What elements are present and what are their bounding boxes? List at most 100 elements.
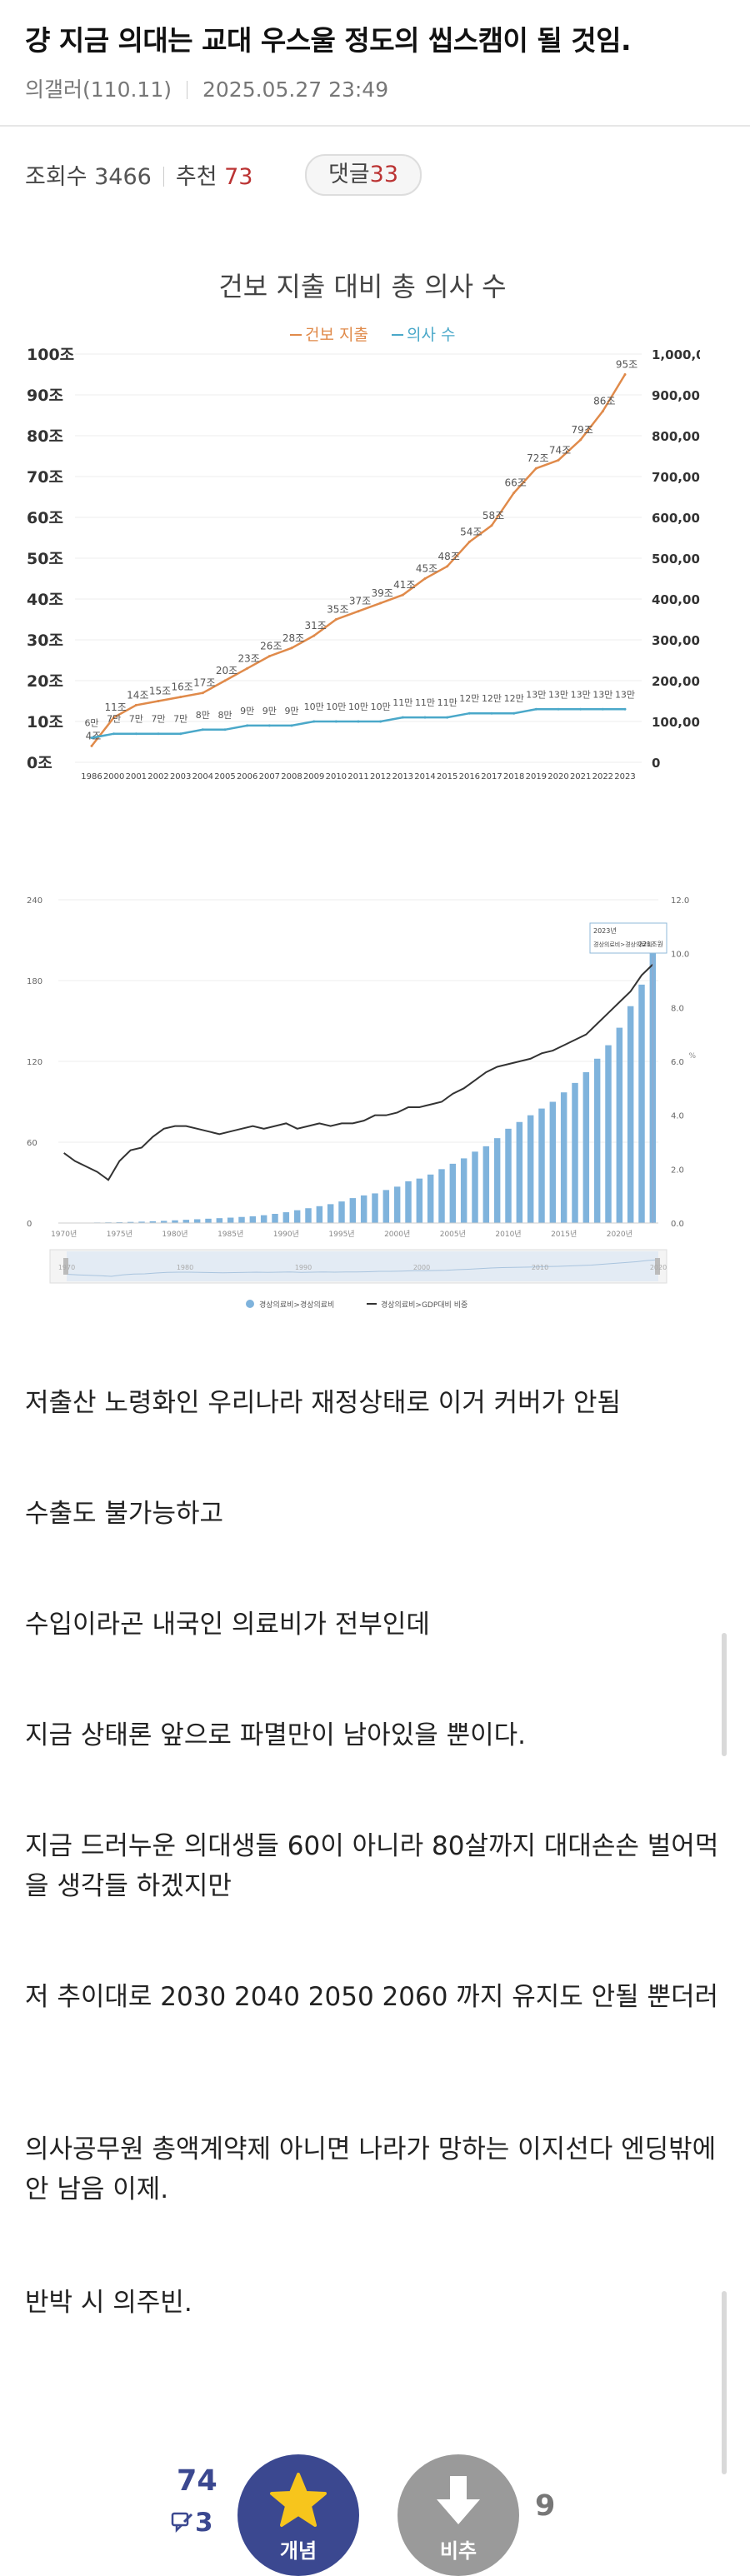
data-label-doctors: 9만 xyxy=(262,706,277,716)
y2-tick-label: 4.0 xyxy=(671,1112,684,1121)
expense-bar xyxy=(249,1216,257,1223)
author-name[interactable]: 의갤러(110.11) xyxy=(25,77,172,102)
navigator-tick-label: 2010 xyxy=(532,1264,548,1271)
data-point-doctors xyxy=(512,711,516,715)
post-datetime: 2025.05.27 23:49 xyxy=(202,77,389,102)
y-tick-label: 70조 xyxy=(27,468,63,487)
scrollbar-thumb[interactable] xyxy=(722,2291,727,2474)
expense-bar xyxy=(516,1121,523,1223)
header-divider xyxy=(0,125,750,127)
data-point-spend xyxy=(223,679,227,682)
navigator-handle-right xyxy=(655,1258,660,1275)
data-label-doctors: 11만 xyxy=(392,697,412,708)
expense-bar xyxy=(205,1218,212,1223)
data-label-doctors: 7만 xyxy=(107,714,121,725)
expense-bar xyxy=(393,1186,401,1223)
y2-tick-label: 700,000 xyxy=(652,470,700,485)
expense-bar xyxy=(460,1158,468,1223)
downvote-button[interactable]: 비추 xyxy=(398,2454,519,2576)
y2-unit-label: % xyxy=(688,1052,696,1061)
data-label-doctors: 7만 xyxy=(129,714,143,725)
series-line-doctors xyxy=(91,708,625,739)
data-label-spend: 72조 xyxy=(527,452,548,464)
data-point-spend xyxy=(379,602,382,605)
y2-tick-label: 600,000 xyxy=(652,511,700,526)
navigator-tick-label: 1970 xyxy=(58,1264,75,1271)
data-label-spend: 37조 xyxy=(349,596,371,607)
expense-bar xyxy=(372,1193,378,1223)
data-point-spend xyxy=(490,524,493,527)
data-label-doctors: 7만 xyxy=(151,714,165,725)
data-label-doctors: 13만 xyxy=(526,689,546,700)
scrollbar-thumb[interactable] xyxy=(722,1633,727,1756)
x-tick-label: 2016 xyxy=(459,772,480,779)
navigator-series xyxy=(66,1259,659,1277)
data-point-spend xyxy=(601,410,604,413)
data-label-doctors: 10만 xyxy=(304,701,324,712)
comments-label: 댓글 xyxy=(328,162,370,187)
data-point-spend xyxy=(512,492,516,495)
expense-bar xyxy=(493,1138,501,1223)
y2-tick-label: 6.0 xyxy=(671,1058,684,1067)
data-label-spend: 58조 xyxy=(482,510,504,522)
y2-tick-label: 8.0 xyxy=(671,1004,684,1013)
body-paragraph: 지금 상태론 앞으로 파멸만이 남아있을 뿐이다. xyxy=(25,1720,527,1750)
data-point-doctors xyxy=(490,711,493,715)
data-label-spend: 17조 xyxy=(193,677,215,689)
y-tick-label: 0 xyxy=(27,1220,32,1229)
data-label-doctors: 10만 xyxy=(348,701,368,712)
expense-bar xyxy=(172,1220,178,1223)
data-point-spend xyxy=(157,700,160,702)
data-point-doctors xyxy=(312,720,316,723)
downvote-count: 9 xyxy=(535,2489,556,2523)
expense-bar xyxy=(382,1190,390,1223)
y-tick-label: 240 xyxy=(27,896,42,906)
x-tick-label: 2015년 xyxy=(551,1230,577,1239)
x-tick-label: 1970년 xyxy=(51,1230,77,1239)
star-icon xyxy=(270,2473,327,2527)
x-tick-label: 2010 xyxy=(326,772,347,779)
x-tick-label: 1990년 xyxy=(273,1230,299,1239)
x-tick-label: 2007 xyxy=(259,772,280,779)
data-label-spend: 26조 xyxy=(260,641,282,652)
data-point-spend xyxy=(334,618,338,621)
expense-bar xyxy=(316,1206,323,1223)
x-tick-label: 2008 xyxy=(281,772,302,779)
expense-bar xyxy=(238,1216,245,1223)
chart1-svg: 건보 지출 대비 총 의사 수건보 지출 의사 수 0조 10조 20조 30조 40조 50… xyxy=(27,271,722,781)
x-tick-label: 1980년 xyxy=(162,1230,188,1239)
y-tick-label: 60조 xyxy=(27,509,63,527)
data-point-doctors xyxy=(579,707,582,711)
data-point-spend xyxy=(290,646,293,650)
data-label-spend: 41조 xyxy=(393,579,415,591)
data-point-spend xyxy=(446,565,449,568)
data-point-spend xyxy=(134,703,138,706)
y-tick-label: 80조 xyxy=(27,427,63,446)
meta-separator xyxy=(186,81,188,99)
data-label-doctors: 7만 xyxy=(173,714,188,725)
x-tick-label: 2005년 xyxy=(440,1230,466,1239)
x-tick-label: 2010년 xyxy=(495,1230,521,1239)
comment-icon xyxy=(171,2512,193,2534)
x-tick-label: 2003 xyxy=(170,772,191,779)
expense-bar xyxy=(482,1146,490,1223)
expense-bar xyxy=(638,984,645,1223)
y-tick-label: 120 xyxy=(27,1058,42,1067)
navigator-handle-left xyxy=(63,1258,68,1275)
y2-tick-label: 800,000 xyxy=(652,429,700,444)
expense-bar xyxy=(538,1108,545,1223)
x-tick-label: 2018 xyxy=(503,772,524,779)
data-point-spend xyxy=(268,655,271,658)
expense-bar xyxy=(472,1151,478,1223)
data-point-doctors xyxy=(446,716,449,719)
comments-button[interactable]: 댓글33 xyxy=(305,154,422,196)
legend-label-line: 경상의료비>GDP대비 비중 xyxy=(381,1300,468,1310)
x-tick-label: 2012 xyxy=(370,772,391,779)
data-label-spend: 11조 xyxy=(105,701,127,713)
upvote-button[interactable]: 개념 xyxy=(238,2454,359,2576)
y-tick-label: 180 xyxy=(27,977,42,986)
data-label-spend: 66조 xyxy=(505,477,527,489)
data-label-spend: 79조 xyxy=(572,424,593,436)
expense-bar xyxy=(160,1221,168,1223)
data-label-spend: 4조 xyxy=(86,730,102,741)
